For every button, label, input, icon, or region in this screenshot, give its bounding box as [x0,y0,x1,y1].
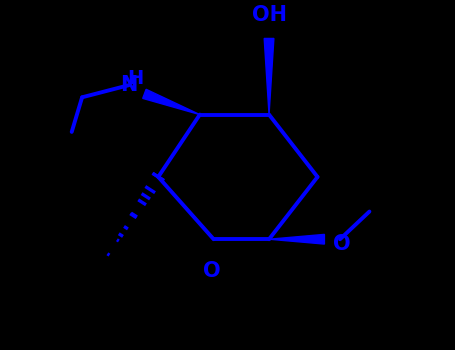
Text: O: O [203,261,221,281]
Polygon shape [269,234,324,244]
Text: OH: OH [252,5,287,25]
Polygon shape [143,89,200,114]
Text: N: N [120,75,137,95]
Text: O: O [333,234,351,254]
Text: H: H [128,69,144,88]
Polygon shape [264,38,274,114]
